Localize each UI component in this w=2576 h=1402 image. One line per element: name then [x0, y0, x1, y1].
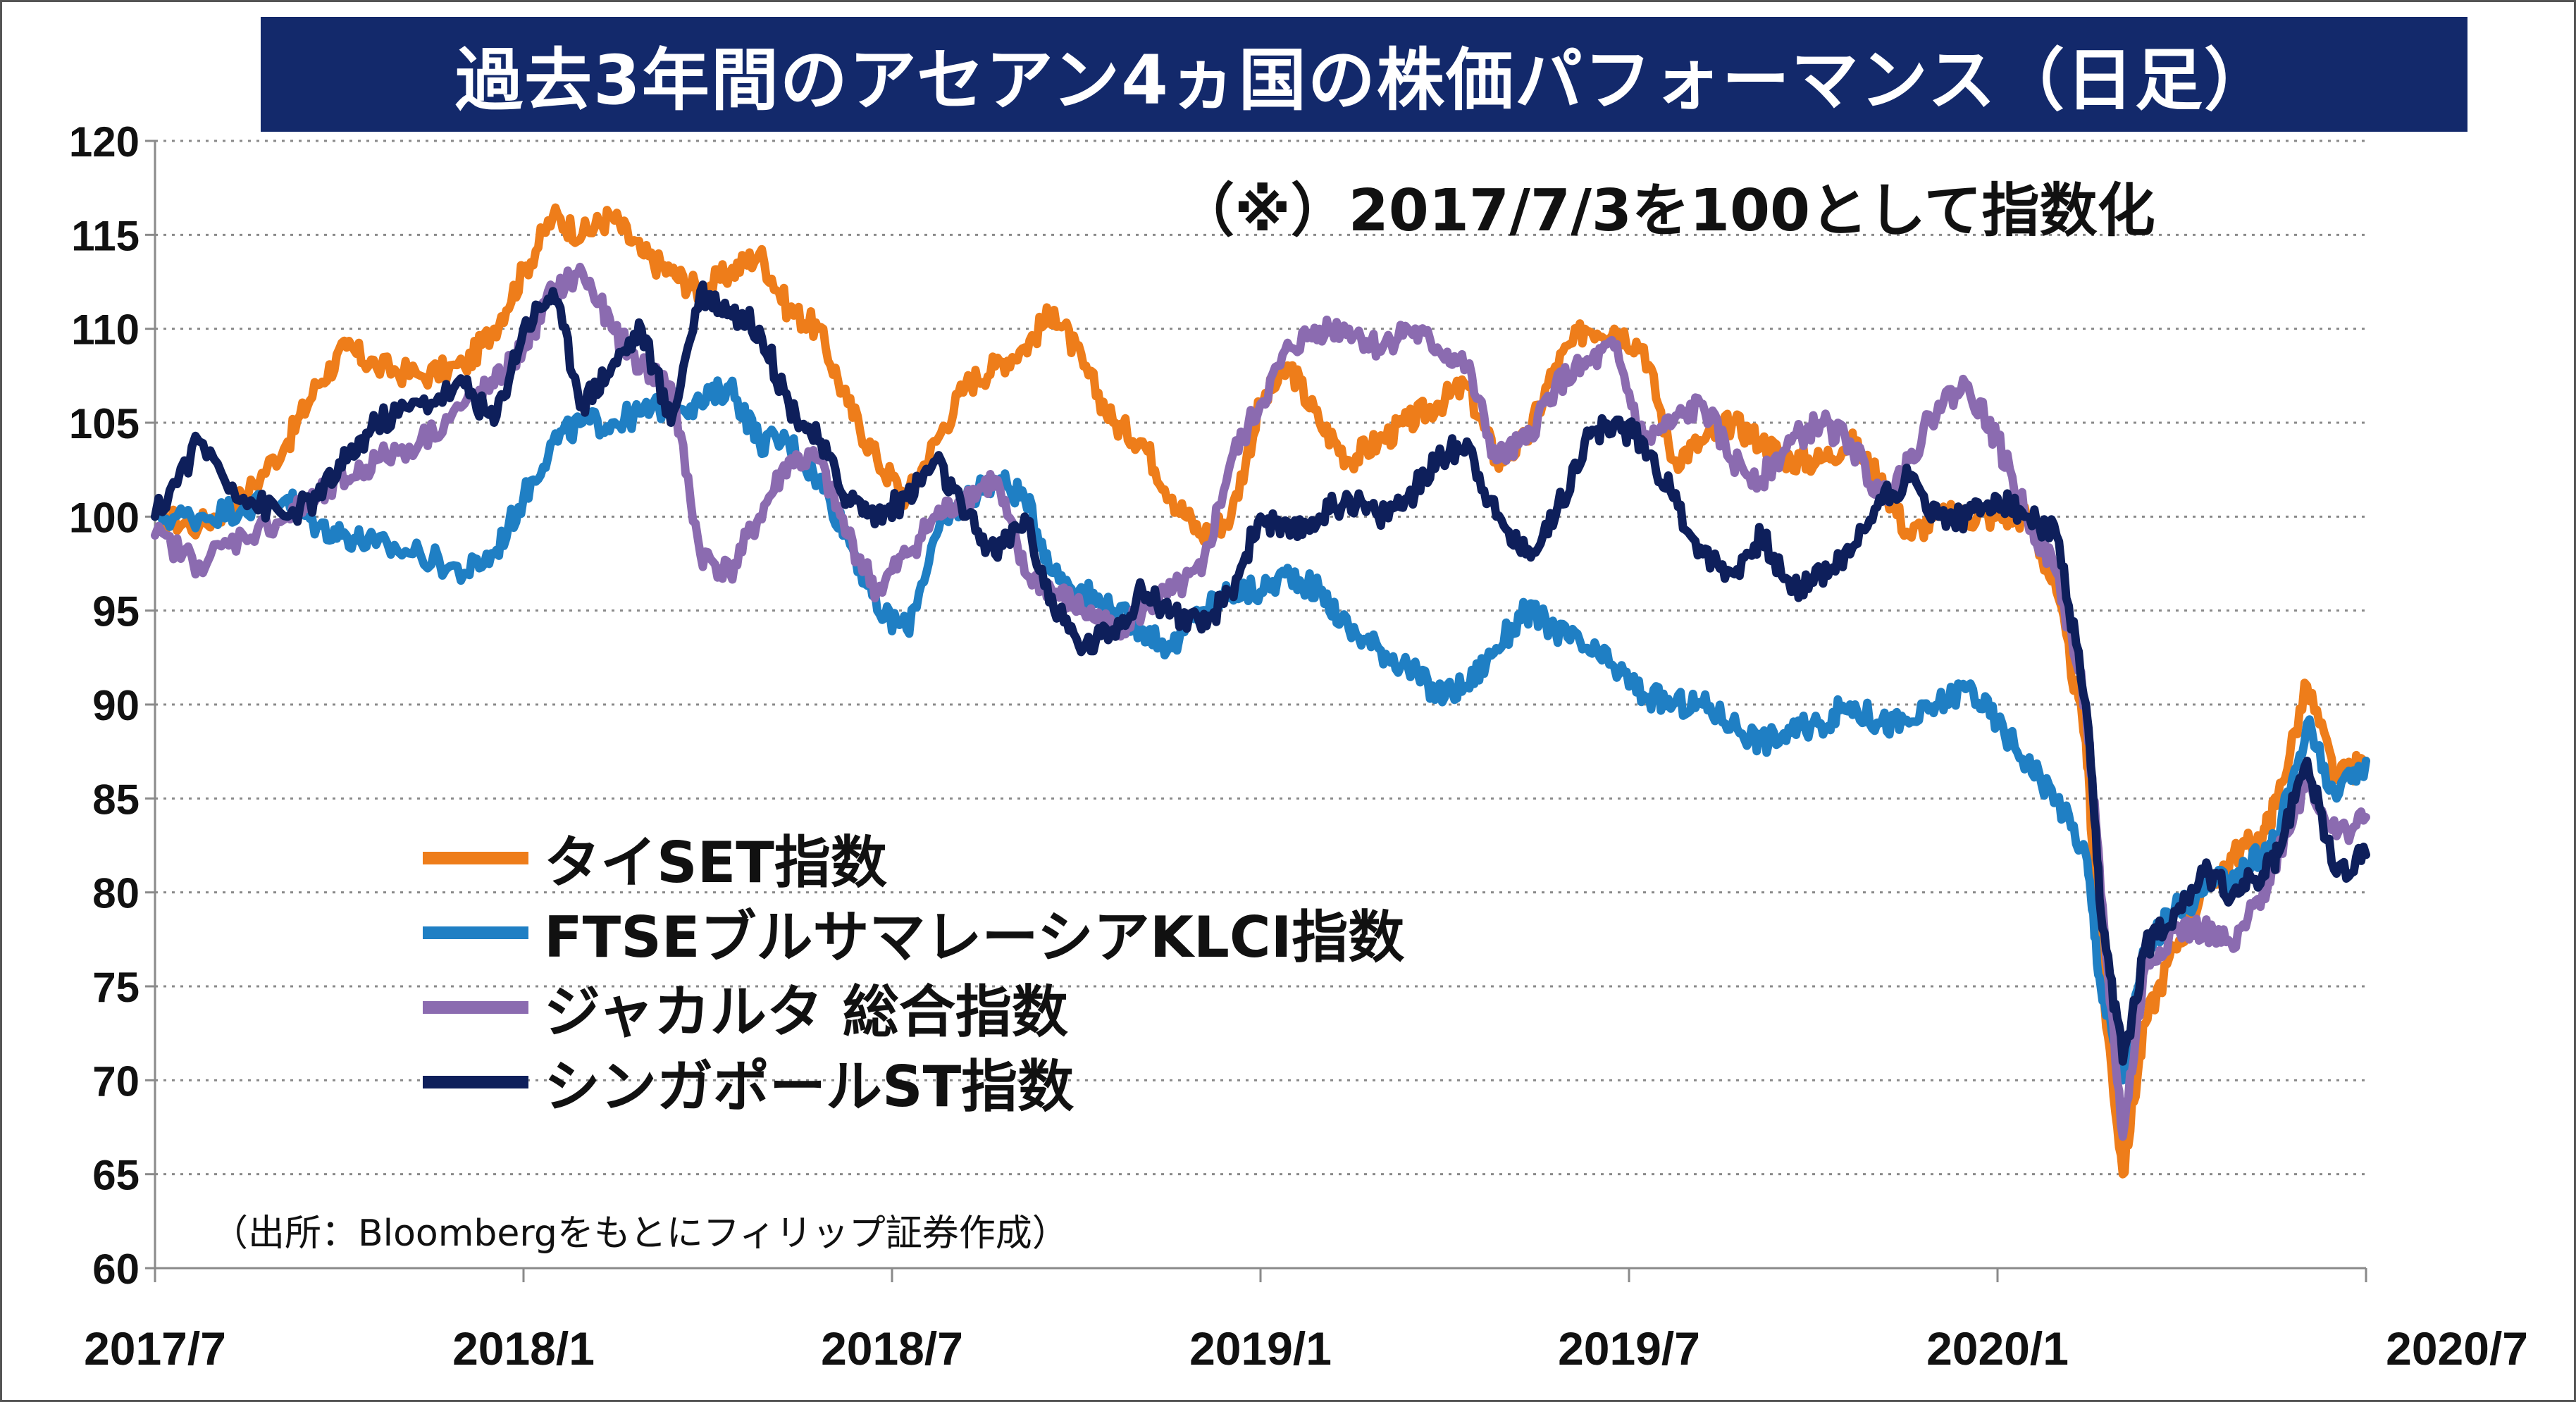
series-line-0	[151, 203, 2370, 1179]
legend-item: シンガポールST指数	[423, 1045, 1404, 1119]
legend-label: タイSET指数	[544, 830, 887, 895]
y-tick-label: 75	[92, 964, 140, 1011]
x-tick-label: 2018/1	[452, 1322, 595, 1375]
legend-item: ジャカルタ 総合指数	[423, 970, 1404, 1045]
y-tick-label: 105	[69, 400, 140, 447]
y-tick-label: 95	[92, 588, 140, 635]
legend-label: シンガポールST指数	[544, 1054, 1075, 1119]
axes: 60 65 70 75 80 85 90 95 100 105 110 115 120 2017/7 201…	[69, 118, 2528, 1375]
legend-item: タイSET指数	[423, 821, 1404, 895]
x-tick-label: 2020/1	[1926, 1322, 2069, 1375]
y-tick-label: 100	[69, 494, 140, 541]
legend-swatch	[423, 1076, 528, 1088]
x-tick-label: 2018/7	[821, 1322, 963, 1375]
legend-swatch	[423, 852, 528, 864]
legend-label: ジャカルタ 総合指数	[544, 979, 1068, 1045]
legend-label: FTSEブルサマレーシアKLCI指数	[544, 905, 1405, 970]
chart-legend: タイSET指数 FTSEブルサマレーシアKLCI指数 ジャカルタ 総合指数 シンガポー…	[423, 821, 1404, 1119]
y-tick-label: 85	[92, 776, 140, 823]
legend-item: FTSEブルサマレーシアKLCI指数	[423, 895, 1404, 970]
series-line-3	[151, 280, 2370, 1066]
legend-swatch	[423, 1001, 528, 1014]
y-tick-label: 70	[92, 1057, 140, 1105]
series-line-1	[151, 376, 2370, 1085]
source-note: （出所：Bloombergをもとにフィリップ証券作成）	[211, 1212, 1069, 1255]
y-tick-label: 120	[69, 118, 140, 166]
y-tick-label: 90	[92, 682, 140, 729]
y-tick-label: 110	[71, 306, 140, 354]
chart-title: 過去3年間のアセアン4ヵ国の株価パフォーマンス（日足）	[455, 41, 2273, 120]
index-note: （※）2017/7/3を100として指数化	[1177, 178, 2155, 244]
x-tick-label: 2017/7	[84, 1322, 226, 1375]
chart-title-bar: 過去3年間のアセアン4ヵ国の株価パフォーマンス（日足）	[261, 17, 2467, 132]
x-tick-label: 2020/7	[2386, 1322, 2528, 1375]
legend-swatch	[423, 926, 528, 939]
y-tick-label: 60	[92, 1246, 140, 1293]
series-lines	[151, 203, 2370, 1179]
y-tick-label: 65	[92, 1152, 140, 1199]
series-line-2	[151, 262, 2370, 1141]
y-tick-label: 115	[71, 212, 140, 259]
y-tick-label: 80	[92, 870, 140, 917]
x-tick-label: 2019/1	[1189, 1322, 1332, 1375]
x-tick-label: 2019/7	[1558, 1322, 1700, 1375]
